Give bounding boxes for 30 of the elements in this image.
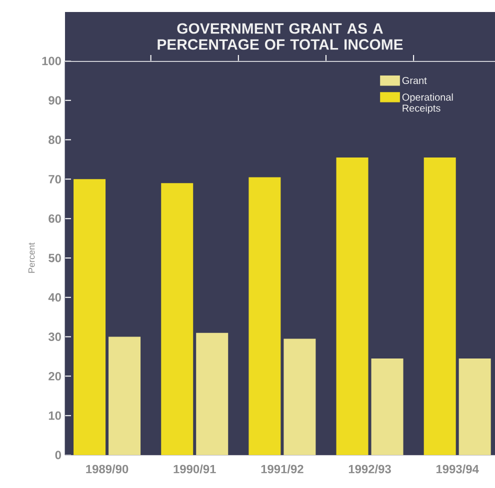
y-tick-label: 20 bbox=[48, 372, 61, 380]
bar bbox=[284, 338, 316, 455]
chart-title: GOVERNMENT GRANT AS A PERCENTAGE OF TOTAL INCOME bbox=[158, 23, 403, 50]
y-tick-label: 100 bbox=[42, 56, 61, 66]
bar bbox=[108, 336, 141, 455]
x-tick-label: 1989/90 bbox=[86, 464, 128, 474]
bar bbox=[196, 332, 228, 455]
y-tick-label: 90 bbox=[48, 96, 61, 105]
bar bbox=[371, 358, 404, 455]
x-tick-label: 1993/94 bbox=[436, 464, 479, 474]
y-tick-label: 10 bbox=[48, 411, 61, 420]
bar bbox=[248, 177, 281, 455]
y-tick-label: 50 bbox=[48, 254, 61, 262]
y-axis-title: Percent bbox=[28, 242, 35, 273]
bar bbox=[424, 158, 456, 455]
y-tick-label: 70 bbox=[48, 174, 61, 184]
y-tick-label: 60 bbox=[48, 214, 61, 223]
legend-label: Operational Receipts bbox=[402, 93, 453, 114]
y-tick-label: 30 bbox=[48, 332, 61, 342]
bar bbox=[74, 179, 106, 455]
x-tick-label: 1992/93 bbox=[348, 464, 391, 474]
legend-label: Grant bbox=[402, 76, 427, 84]
bar bbox=[336, 158, 368, 455]
y-tick-label: 0 bbox=[55, 450, 61, 460]
y-tick-label: 40 bbox=[48, 293, 61, 302]
y-tick-label: 80 bbox=[48, 136, 61, 144]
x-tick-label: 1991/92 bbox=[261, 464, 304, 474]
bar bbox=[458, 358, 491, 455]
x-tick-label: 1990/91 bbox=[174, 464, 216, 474]
bar bbox=[161, 183, 194, 455]
